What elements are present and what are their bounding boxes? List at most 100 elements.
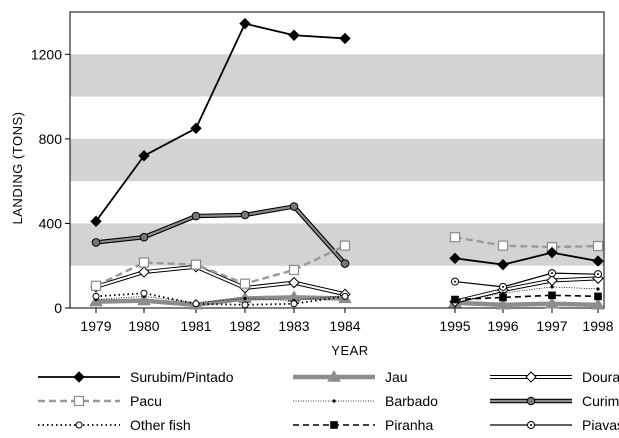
series-piavassu — [451, 269, 602, 291]
data-point — [90, 280, 102, 291]
legend-marker-marker-center — [530, 424, 532, 426]
legend-marker — [330, 421, 338, 429]
legend-marker — [73, 371, 85, 383]
x-tick-label: 1981 — [180, 318, 211, 334]
legend-item-curimbata: Curimbata — [490, 393, 619, 409]
legend-label: Other fish — [130, 417, 191, 433]
data-point — [339, 240, 351, 251]
series-line — [454, 251, 599, 266]
data-point-marker-center — [502, 285, 504, 288]
series-curimbata — [91, 202, 350, 268]
series-line — [454, 300, 599, 308]
data-point — [240, 210, 250, 220]
series-line — [95, 294, 346, 304]
data-point — [497, 240, 509, 251]
data-point — [499, 293, 507, 302]
series-surubim-pintado — [90, 17, 604, 271]
data-point — [289, 202, 299, 211]
y-tick-label: 400 — [39, 215, 63, 231]
plot-frame — [69, 11, 605, 309]
data-point — [288, 29, 300, 41]
data-point — [288, 264, 300, 276]
data-point — [548, 291, 556, 300]
data-point — [340, 259, 350, 268]
data-point — [190, 259, 202, 270]
legend-item-dourado: Dourado — [490, 369, 619, 385]
y-axis: 0 400 800 1200 — [31, 46, 70, 316]
legend-label: Surubim/Pintado — [130, 369, 234, 385]
x-axis-label: YEAR — [331, 343, 368, 358]
series-layer — [89, 17, 605, 310]
data-point-marker-center — [454, 280, 456, 283]
data-point — [138, 150, 150, 162]
legend-label: Dourado — [582, 369, 619, 385]
series-line-inner — [454, 277, 599, 303]
legend-item-jau: Jau — [293, 369, 408, 385]
series-line — [95, 264, 346, 297]
x-tick-label: 1979 — [80, 318, 111, 334]
series-line — [454, 286, 599, 303]
data-point — [339, 32, 351, 45]
legend-label: Pacu — [130, 393, 162, 409]
x-tick-label: 1982 — [229, 318, 260, 334]
y-tick-label: 0 — [54, 300, 62, 316]
legend-marker — [525, 371, 537, 383]
legend-item-surubim-pintado: Surubim/Pintado — [38, 369, 234, 385]
series-pacu — [90, 232, 604, 291]
legend-label: Barbado — [385, 393, 438, 409]
legend-label: Piranha — [385, 417, 433, 433]
legend-marker — [526, 396, 536, 406]
data-point — [241, 301, 249, 309]
data-point — [243, 296, 247, 301]
series-line — [95, 295, 346, 308]
data-point — [592, 240, 604, 252]
legend-marker — [327, 370, 341, 382]
legend-label: Jau — [385, 369, 408, 385]
legend-marker — [73, 395, 85, 407]
series-line — [454, 272, 599, 288]
data-point-marker-center — [597, 273, 599, 276]
data-point — [591, 297, 605, 310]
data-point — [546, 246, 558, 259]
series-line — [95, 22, 346, 222]
legend-item-pacu: Pacu — [38, 393, 162, 409]
series-line — [95, 244, 346, 287]
grid-band — [70, 54, 604, 97]
data-point — [91, 238, 101, 247]
x-axis: 1979 1980 1981 1982 1983 1984 1995 1996 1997 1998 — [80, 308, 614, 334]
y-axis-label: LANDING (TONS) — [10, 112, 25, 225]
legend-marker — [75, 421, 83, 429]
data-point — [596, 287, 600, 291]
y-tick-label: 1200 — [31, 46, 62, 62]
data-point — [138, 266, 150, 278]
data-point — [92, 292, 100, 300]
series-line-inner — [95, 205, 346, 265]
data-point — [288, 276, 300, 289]
legend-label: Piavassu — [582, 417, 619, 433]
legend-item-other-fish: Other fish — [38, 417, 191, 433]
grid-bands — [70, 54, 604, 266]
x-tick-label: 1983 — [278, 318, 309, 334]
data-point — [592, 255, 604, 267]
data-point — [449, 252, 461, 265]
data-point — [290, 300, 298, 308]
data-point — [496, 297, 510, 310]
x-tick-label: 1997 — [536, 318, 567, 334]
series-line — [95, 292, 346, 306]
data-point — [545, 296, 559, 309]
data-point-marker-center — [551, 272, 553, 275]
data-point — [137, 293, 151, 306]
data-point — [497, 258, 509, 271]
series-other-fish — [92, 289, 349, 309]
data-point — [191, 211, 201, 221]
legend-item-barbado: Barbado — [293, 393, 438, 409]
x-tick-label: 1984 — [329, 318, 360, 334]
legend: Surubim/Pintado Jau Dourado Pacu Barbado Curi… — [38, 369, 619, 433]
data-point — [192, 300, 200, 308]
data-point — [140, 289, 148, 297]
y-tick-label: 800 — [39, 131, 63, 147]
data-point — [239, 278, 251, 289]
data-point — [341, 292, 349, 300]
series-line — [454, 294, 599, 301]
